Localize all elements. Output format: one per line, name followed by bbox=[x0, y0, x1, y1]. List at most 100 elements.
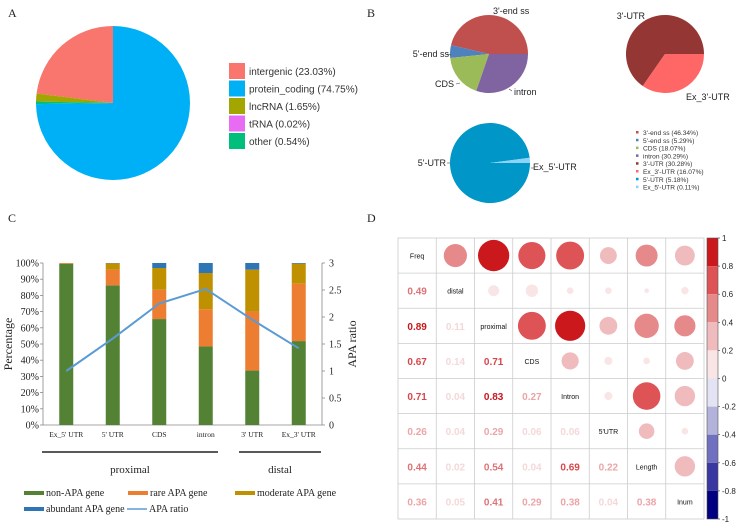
legend-swatch-intergenic bbox=[229, 63, 245, 79]
bar-abundant-apa-gene-ex-3-utr bbox=[291, 263, 306, 264]
y2-tick-label: 0 bbox=[329, 421, 334, 432]
corr-circle-distal-cds bbox=[525, 284, 539, 297]
legend-swatch-rare-apa-gene bbox=[128, 491, 148, 495]
legend-label-non-apa-gene: non-APA gene bbox=[46, 488, 105, 499]
variable-label-proximal: proximal bbox=[480, 324, 507, 331]
bar-non-apa-gene-intron bbox=[198, 346, 213, 425]
panel-label-c: C bbox=[8, 211, 16, 225]
variable-label-5-utr: 5'UTR bbox=[599, 429, 619, 436]
corr-value-inum-distal: 0.05 bbox=[446, 497, 466, 508]
y2-axis-title: APA ratio bbox=[345, 320, 359, 367]
panel-label-a: A bbox=[8, 6, 17, 20]
pie-slice-3-utr bbox=[626, 15, 704, 87]
panel-label-d: D bbox=[367, 211, 376, 225]
bar-abundant-apa-gene-3-utr bbox=[245, 263, 260, 270]
bar-rare-apa-gene-intron bbox=[198, 309, 213, 347]
panel-d-correlation-matrix: Freq 0.49 distal 0.89 0.11 proximal 0.67 0.14 0.… bbox=[397, 237, 705, 520]
corr-value-length-proximal: 0.54 bbox=[484, 462, 504, 473]
corr-value-proximal-distal: 0.11 bbox=[446, 322, 465, 333]
variable-label-freq: Freq bbox=[410, 254, 425, 261]
bar-non-apa-gene-5-utr bbox=[105, 285, 120, 425]
pie-slice-protein-coding bbox=[36, 26, 191, 181]
legend-label-cds-18-07: CDS (18.07%) bbox=[643, 146, 686, 153]
corr-circle-distal-length bbox=[644, 288, 649, 294]
colorbar-tick-label: 0.4 bbox=[722, 318, 734, 327]
corr-circle-freq-distal bbox=[443, 243, 467, 268]
corr-value-proximal-freq: 0.89 bbox=[407, 322, 427, 333]
pie-slice-lncrna bbox=[36, 93, 114, 103]
colorbar-tick-label: 1 bbox=[722, 234, 727, 243]
pie-slice-5-utr bbox=[450, 123, 531, 204]
pie-slice-cds bbox=[450, 54, 489, 91]
legend-dot-5-utr-5-18 bbox=[636, 177, 639, 181]
colorbar-band bbox=[707, 294, 718, 323]
colorbar-band bbox=[707, 350, 718, 379]
y-tick-label: 100% bbox=[16, 259, 39, 270]
legend-label-trna: tRNA (0.02%) bbox=[249, 120, 310, 131]
corr-value-intron-cds: 0.27 bbox=[522, 392, 542, 403]
corr-circle-5-utr-length bbox=[638, 423, 655, 439]
corr-value-cds-freq: 0.67 bbox=[407, 357, 427, 368]
corr-value-5-utr-proximal: 0.29 bbox=[484, 427, 504, 438]
corr-value-inum-length: 0.38 bbox=[637, 497, 657, 508]
pie-label-leader bbox=[446, 53, 452, 56]
pie-label-5-utr: 5'-UTR bbox=[418, 158, 447, 168]
bar-rare-apa-gene-ex-5-utr bbox=[59, 263, 74, 264]
pie-label-intron: intron bbox=[514, 87, 537, 97]
legend-label-lncrna: lncRNA (1.65%) bbox=[249, 102, 320, 113]
y-tick-label: 80% bbox=[21, 291, 39, 302]
corr-circle-intron-inum bbox=[674, 385, 696, 407]
y-tick-label: 40% bbox=[21, 356, 39, 367]
colorbar-band bbox=[707, 406, 718, 435]
y-tick-label: 10% bbox=[21, 404, 39, 415]
colorbar-tick-label: 0.2 bbox=[722, 346, 734, 355]
corr-circle-5-utr-inum bbox=[681, 427, 689, 435]
colorbar-band bbox=[707, 322, 718, 351]
y2-tick-label: 0.5 bbox=[329, 394, 342, 405]
colorbar-band bbox=[707, 490, 718, 519]
y2-tick-label: 1.5 bbox=[329, 340, 342, 351]
panel-c-legend: non-APA gene rare APA gene moderate APA ge… bbox=[24, 488, 337, 515]
legend-label-intergenic: intergenic (23.03%) bbox=[249, 67, 336, 78]
bar-non-apa-gene-ex-3-utr bbox=[291, 341, 306, 425]
legend-swatch-moderate-apa-gene bbox=[235, 491, 255, 495]
colorbar-band bbox=[707, 378, 718, 407]
pie-slice-3-end-ss bbox=[451, 15, 528, 54]
corr-value-cds-distal: 0.14 bbox=[446, 357, 466, 368]
pie-slice-ex-3-utr bbox=[642, 54, 704, 94]
colorbar-tick-label: -0.6 bbox=[722, 459, 736, 468]
bar-moderate-apa-gene-intron bbox=[198, 273, 213, 310]
corr-value-intron-proximal: 0.83 bbox=[484, 392, 504, 403]
panel-a-legend: intergenic (23.03%) protein_coding (74.75… bbox=[229, 63, 358, 149]
panel-d-colorbar: 1 0.8 0.6 0.4 0.2 0 -0.2 -0.4 -0.6 -0.8 -1 bbox=[706, 234, 736, 523]
y-tick-label: 0% bbox=[26, 421, 39, 432]
colorbar-band bbox=[707, 238, 718, 267]
corr-circle-distal-5-utr bbox=[605, 287, 612, 294]
pie-label-3-utr: 3'-UTR bbox=[617, 11, 646, 21]
corr-circle-distal-proximal bbox=[488, 285, 500, 297]
corr-circle-freq-intron bbox=[556, 241, 585, 270]
bar-rare-apa-gene-ex-3-utr bbox=[291, 283, 306, 342]
legend-label-ex-5-utr-0-11: Ex_5'-UTR (0.11%) bbox=[643, 185, 699, 192]
x-tick-label: intron bbox=[197, 430, 215, 439]
x-tick-label: Ex_5' UTR bbox=[49, 430, 83, 439]
panel-b-legend: 3'-end ss (46.34%)5'-end ss (5.29%)CDS (… bbox=[636, 130, 704, 192]
legend-label-apa-ratio: APA ratio bbox=[149, 504, 188, 515]
corr-value-distal-freq: 0.49 bbox=[407, 287, 427, 298]
y-tick-label: 20% bbox=[21, 388, 39, 399]
pie-label-ex-3-utr: Ex_3'-UTR bbox=[686, 92, 730, 102]
corr-circle-freq-inum bbox=[674, 245, 695, 266]
y-tick-label: 60% bbox=[21, 323, 39, 334]
colorbar-tick-label: -0.2 bbox=[722, 403, 736, 412]
corr-circle-cds-inum bbox=[675, 352, 694, 370]
corr-value-inum-5-utr: 0.04 bbox=[599, 497, 619, 508]
corr-circle-proximal-5-utr bbox=[599, 316, 618, 335]
colorbar-tick-label: 0.6 bbox=[722, 290, 734, 299]
pie-label-cds: CDS bbox=[435, 79, 454, 89]
corr-value-5-utr-freq: 0.26 bbox=[407, 427, 427, 438]
y-tick-label: 70% bbox=[21, 307, 39, 318]
pie-slice-ex-5-utr bbox=[490, 157, 530, 163]
corr-circle-freq-cds bbox=[518, 242, 546, 270]
legend-dot-cds-18-07 bbox=[636, 146, 639, 150]
corr-value-5-utr-intron: 0.06 bbox=[560, 427, 580, 438]
